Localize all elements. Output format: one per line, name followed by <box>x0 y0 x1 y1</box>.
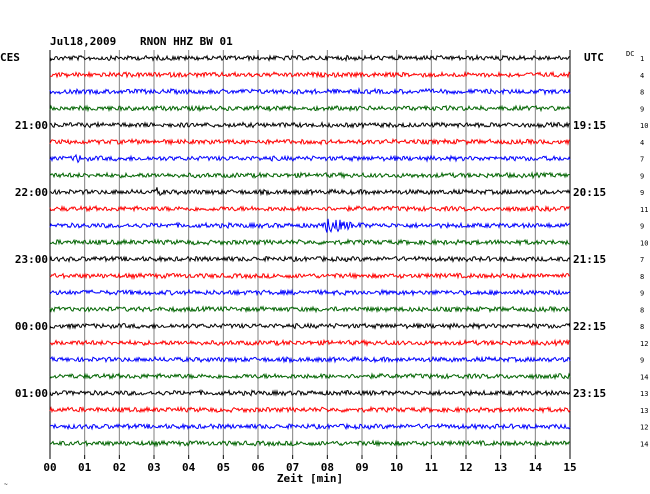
left-time-label: 00:00 <box>15 320 48 333</box>
trace-row-4 <box>49 104 571 113</box>
dc-offset-label: 1 <box>640 55 644 63</box>
x-axis-label: Zeit [min] <box>277 472 343 485</box>
dc-offset-label: 7 <box>640 156 644 164</box>
x-tick-label: 14 <box>529 461 543 474</box>
trace-row-12 <box>49 238 571 247</box>
trace-row-13 <box>49 254 571 264</box>
dc-offset-label: 11 <box>640 206 648 214</box>
dc-offset-label: 8 <box>640 323 644 331</box>
x-tick-label: 04 <box>182 461 196 474</box>
right-time-label: 22:15 <box>573 320 606 333</box>
right-time-label: 23:15 <box>573 387 606 400</box>
dc-offset-label: 14 <box>640 440 648 448</box>
dc-offset-label: 8 <box>640 306 644 314</box>
x-tick-label: 10 <box>390 461 403 474</box>
x-tick-label: 13 <box>494 461 507 474</box>
x-tick-label: 08 <box>321 461 334 474</box>
dc-offset-label: 9 <box>640 189 644 197</box>
dc-offset-label: 13 <box>640 390 648 398</box>
right-time-label: 20:15 <box>573 186 606 199</box>
x-tick-label: 02 <box>113 461 126 474</box>
dc-offset-label: 8 <box>640 273 644 281</box>
x-tick-label: 00 <box>43 461 56 474</box>
x-tick-label: 15 <box>563 461 576 474</box>
chart-title-station: RNON HHZ BW 01 <box>140 35 233 48</box>
trace-row-20 <box>49 372 571 381</box>
dc-offset-label: 9 <box>640 105 644 113</box>
left-timezone-label: CES <box>0 51 20 64</box>
left-time-label: 01:00 <box>15 387 48 400</box>
dc-offset-label: 12 <box>640 340 648 348</box>
dc-offset-label: 12 <box>640 424 648 432</box>
left-time-label: 21:00 <box>15 119 48 132</box>
x-axis: 00 01 02 03 04 05 06 07 08 09 10 11 12 13 14 15 <box>43 455 577 474</box>
dc-offset-label: 4 <box>640 72 644 80</box>
dc-offset-label: 10 <box>640 122 648 130</box>
x-tick-label: 03 <box>147 461 160 474</box>
dc-offset-label: 9 <box>640 172 644 180</box>
trace-row-2 <box>49 70 571 79</box>
x-tick-label: 05 <box>217 461 230 474</box>
x-tick-label: 09 <box>355 461 368 474</box>
trace-row-22 <box>49 405 571 415</box>
dc-offset-label: 9 <box>640 290 644 298</box>
trace-row-3 <box>49 87 571 96</box>
x-tick-label: 06 <box>251 461 265 474</box>
trace-row-5 <box>49 120 571 130</box>
trace-row-8 <box>49 171 571 180</box>
right-time-label: 21:15 <box>573 253 606 266</box>
dc-offset-label: 14 <box>640 373 648 381</box>
left-time-label: 22:00 <box>15 186 48 199</box>
dc-offset-label: 8 <box>640 89 644 97</box>
trace-row-9 <box>49 187 571 197</box>
trace-row-7 <box>49 153 571 164</box>
chart-title-date: Jul18,2009 <box>50 35 116 48</box>
left-time-label: 23:00 <box>15 253 48 266</box>
time-labels: 14891047991191078988129141313121421:0022… <box>15 55 649 448</box>
seismic-traces <box>49 53 571 448</box>
trace-row-21 <box>49 389 571 397</box>
dc-offset-label: 13 <box>640 407 648 415</box>
trace-row-1 <box>49 53 571 63</box>
dc-offset-label: 10 <box>640 239 648 247</box>
dc-offset-label: 9 <box>640 357 644 365</box>
grid-lines <box>49 50 571 455</box>
x-tick-label: 11 <box>425 461 439 474</box>
corner-mark: ~ <box>4 481 8 488</box>
right-time-label: 19:15 <box>573 119 606 132</box>
trace-row-23 <box>49 422 571 431</box>
trace-row-6 <box>49 137 571 147</box>
right-timezone-label: UTC <box>584 51 604 64</box>
dc-offset-label: 9 <box>640 223 644 231</box>
trace-row-18 <box>49 338 571 347</box>
trace-row-17 <box>49 321 571 331</box>
dc-header-label: DC <box>626 50 634 58</box>
trace-row-16 <box>49 305 571 314</box>
x-tick-label: 12 <box>459 461 472 474</box>
trace-row-24 <box>49 439 571 448</box>
trace-row-15 <box>49 288 571 297</box>
dc-offset-label: 7 <box>640 256 644 264</box>
x-tick-label: 01 <box>78 461 92 474</box>
trace-row-11 <box>49 218 571 234</box>
x-tick-label: 07 <box>286 461 299 474</box>
trace-row-14 <box>49 271 571 281</box>
trace-row-10 <box>49 204 571 213</box>
dc-offset-label: 4 <box>640 139 644 147</box>
trace-row-19 <box>49 355 571 364</box>
